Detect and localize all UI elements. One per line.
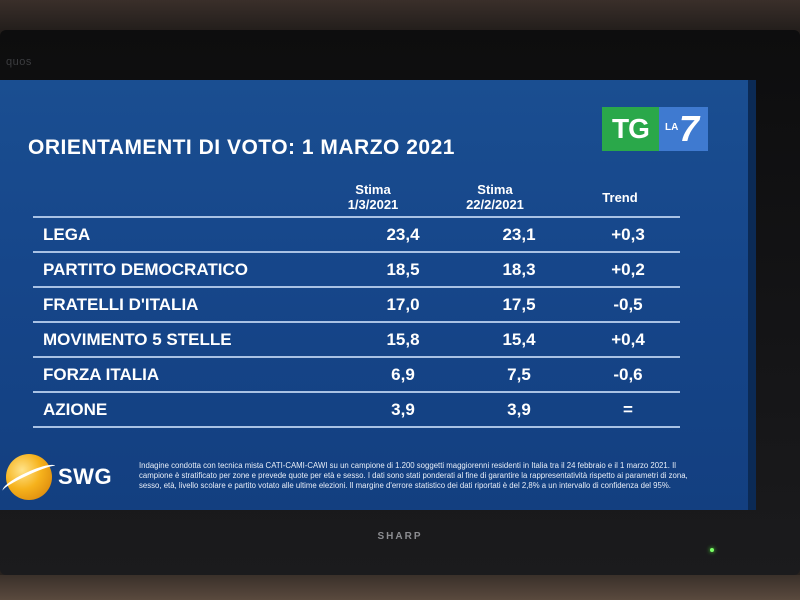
logo-7-text: 7 <box>679 108 700 149</box>
header-col1-line1: Stima <box>355 182 391 197</box>
value-stima-1-3: 15,8 <box>386 330 420 349</box>
value-trend: +0,3 <box>611 225 645 244</box>
value-trend: = <box>623 400 633 419</box>
value-stima-1-3: 3,9 <box>391 400 415 419</box>
header-trend: Trend <box>602 190 638 205</box>
header-col1-line2: 1/3/2021 <box>347 197 399 212</box>
party-name: AZIONE <box>43 400 108 419</box>
tv-screen: ORIENTAMENTI DI VOTO: 1 MARZO 2021 TG LA… <box>0 80 748 510</box>
value-stima-1-3: 18,5 <box>386 260 420 279</box>
table-row: FORZA ITALIA 6,9 7,5 -0,6 <box>33 356 680 391</box>
globe-icon <box>6 454 52 500</box>
logo-tg: TG <box>602 107 659 151</box>
table-row: PARTITO DEMOCRATICO 18,5 18,3 +0,2 <box>33 251 680 286</box>
table-row: MOVIMENTO 5 STELLE 15,8 15,4 +0,4 <box>33 321 680 356</box>
tv-brand-label: SHARP <box>377 531 423 542</box>
swg-logo-text: SWG <box>58 464 113 489</box>
value-stima-1-3: 6,9 <box>391 365 415 384</box>
value-trend: -0,6 <box>613 365 643 384</box>
value-stima-1-3: 17,0 <box>386 295 420 314</box>
power-led-icon <box>710 548 714 552</box>
value-trend: +0,4 <box>611 330 645 349</box>
value-stima-1-3: 23,4 <box>386 225 420 244</box>
value-stima-22-2: 15,4 <box>502 330 536 349</box>
value-trend: -0,5 <box>613 295 643 314</box>
value-stima-22-2: 23,1 <box>502 225 536 244</box>
party-name: MOVIMENTO 5 STELLE <box>43 330 232 349</box>
party-name: LEGA <box>43 225 91 244</box>
methodology-note: Indagine condotta con tecnica mista CATI… <box>139 461 688 490</box>
value-trend: +0,2 <box>611 260 645 279</box>
screen-edge <box>748 80 756 510</box>
bezel-faint-text: quos <box>6 56 32 68</box>
header-col2-line2: 22/2/2021 <box>466 197 524 212</box>
value-stima-22-2: 17,5 <box>502 295 536 314</box>
header-col2-line1: Stima <box>477 182 513 197</box>
table-row: AZIONE 3,9 3,9 = <box>33 391 680 428</box>
value-stima-22-2: 3,9 <box>507 400 531 419</box>
logo-la-text: LA <box>665 122 679 133</box>
party-name: PARTITO DEMOCRATICO <box>43 260 248 279</box>
header-stima-22-2: Stima 22/2/2021 <box>451 182 539 212</box>
tg-la7-logo: TG LA 7 <box>602 107 708 151</box>
table-row: FRATELLI D'ITALIA 17,0 17,5 -0,5 <box>33 286 680 321</box>
party-name: FRATELLI D'ITALIA <box>43 295 199 314</box>
logo-la7: LA 7 <box>659 107 708 151</box>
chart-title: ORIENTAMENTI DI VOTO: 1 MARZO 2021 <box>28 136 455 159</box>
party-name: FORZA ITALIA <box>43 365 160 384</box>
header-stima-1-3: Stima 1/3/2021 <box>333 182 413 212</box>
value-stima-22-2: 18,3 <box>502 260 536 279</box>
swg-logo: SWG <box>6 452 136 500</box>
table-row: LEGA 23,4 23,1 +0,3 <box>33 216 680 251</box>
cabinet-surface <box>0 575 800 600</box>
value-stima-22-2: 7,5 <box>507 365 531 384</box>
